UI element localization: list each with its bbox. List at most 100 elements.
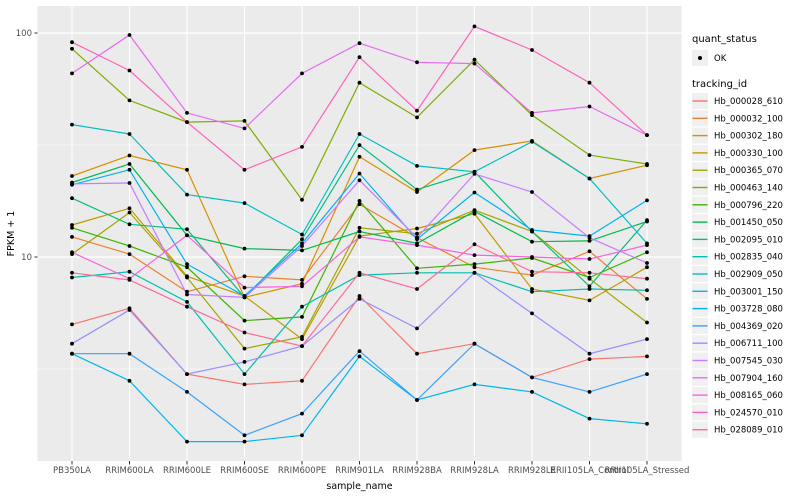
data-point	[300, 244, 304, 248]
data-point	[587, 287, 592, 291]
data-point	[300, 344, 304, 348]
data-point	[357, 202, 362, 207]
data-point	[242, 119, 247, 123]
data-point	[185, 227, 189, 232]
data-point	[587, 153, 592, 158]
data-point	[127, 269, 132, 274]
data-point	[530, 111, 534, 115]
x-tick-label: RRIM928LE	[508, 466, 556, 476]
data-point	[127, 162, 132, 166]
data-point	[300, 232, 304, 237]
data-point	[357, 154, 362, 159]
data-point	[185, 390, 189, 394]
data-point	[472, 61, 477, 66]
data-point	[415, 287, 419, 291]
legend-entry-Hb_028089_010: Hb_028089_010	[692, 421, 783, 438]
data-point	[70, 341, 74, 346]
data-point	[300, 278, 304, 282]
data-point	[357, 294, 362, 298]
data-point	[127, 351, 132, 356]
data-point	[587, 284, 592, 289]
data-point	[70, 250, 74, 255]
data-point	[587, 239, 592, 243]
x-tick-label: RRIM928BA	[392, 466, 442, 476]
legend-entry-Hb_002835_040: Hb_002835_040	[692, 248, 783, 265]
data-point	[300, 248, 304, 253]
data-point	[127, 210, 132, 215]
data-point	[185, 167, 189, 172]
data-point	[242, 274, 247, 279]
data-point	[242, 330, 247, 335]
data-point	[242, 167, 247, 172]
data-point	[127, 252, 132, 256]
data-point	[185, 120, 189, 124]
data-point	[587, 298, 592, 303]
data-point	[70, 196, 74, 201]
data-point	[300, 304, 304, 309]
data-point	[70, 223, 74, 227]
data-point	[242, 372, 247, 376]
data-point	[185, 300, 189, 304]
data-point	[645, 421, 649, 426]
legend-entry-Hb_000330_100: Hb_000330_100	[692, 144, 783, 161]
data-point	[127, 378, 132, 383]
data-point	[70, 71, 74, 76]
legend-label: Hb_008165_060	[714, 391, 783, 401]
data-point	[127, 181, 132, 185]
data-point	[472, 265, 477, 270]
data-point	[530, 48, 534, 52]
data-point	[242, 433, 247, 438]
legend-label: Hb_006711_100	[714, 339, 783, 349]
data-point	[415, 235, 419, 240]
data-point	[127, 167, 132, 172]
data-point	[242, 246, 247, 251]
legend-entry-Hb_008165_060: Hb_008165_060	[692, 387, 783, 404]
legend-entry-Hb_000796_220: Hb_000796_220	[692, 196, 783, 213]
legend-key-ok	[692, 50, 708, 66]
data-point	[415, 226, 419, 231]
data-point	[472, 382, 477, 387]
data-point	[530, 390, 534, 394]
data-point	[587, 270, 592, 275]
x-tick-label: RRII105LA_Stressed	[605, 466, 690, 476]
data-point	[300, 197, 304, 202]
legend-entry-Hb_000302_180: Hb_000302_180	[692, 127, 783, 144]
data-point	[587, 351, 592, 356]
data-point	[70, 322, 74, 327]
data-point	[587, 176, 592, 181]
data-point	[357, 199, 362, 203]
legend-label: Hb_001450_050	[714, 218, 783, 228]
y-tick-label: 10	[21, 253, 32, 263]
x-tick-label: RRIM600LA	[105, 466, 154, 476]
data-point	[472, 57, 477, 62]
data-point	[472, 341, 477, 346]
data-point	[357, 349, 362, 353]
x-tick-label: RRII105LA_Control	[550, 466, 629, 476]
data-point	[645, 320, 649, 325]
data-point	[70, 225, 74, 230]
data-point	[185, 439, 189, 444]
data-point	[357, 55, 362, 60]
data-point	[530, 289, 534, 294]
legend-entry-Hb_007545_030: Hb_007545_030	[692, 352, 783, 369]
data-point	[300, 315, 304, 319]
legend-entry-Hb_006711_100: Hb_006711_100	[692, 335, 783, 352]
data-point	[70, 174, 74, 178]
data-point	[415, 187, 419, 192]
legend-label: Hb_007904_160	[714, 374, 783, 384]
data-point	[530, 190, 534, 194]
data-point	[415, 270, 419, 275]
legend-label: Hb_024570_010	[714, 408, 783, 418]
data-point	[300, 433, 304, 438]
data-point	[127, 244, 132, 248]
legend-entry-Hb_000028_610: Hb_000028_610	[692, 93, 783, 109]
data-point	[127, 308, 132, 312]
data-point	[415, 351, 419, 356]
data-point	[70, 235, 74, 239]
data-point	[472, 270, 477, 275]
data-point	[357, 354, 362, 359]
data-point	[70, 122, 74, 127]
data-point	[127, 222, 132, 227]
x-tick-label: RRIM928LA	[450, 466, 499, 476]
legend-label: Hb_003001_150	[714, 287, 783, 297]
